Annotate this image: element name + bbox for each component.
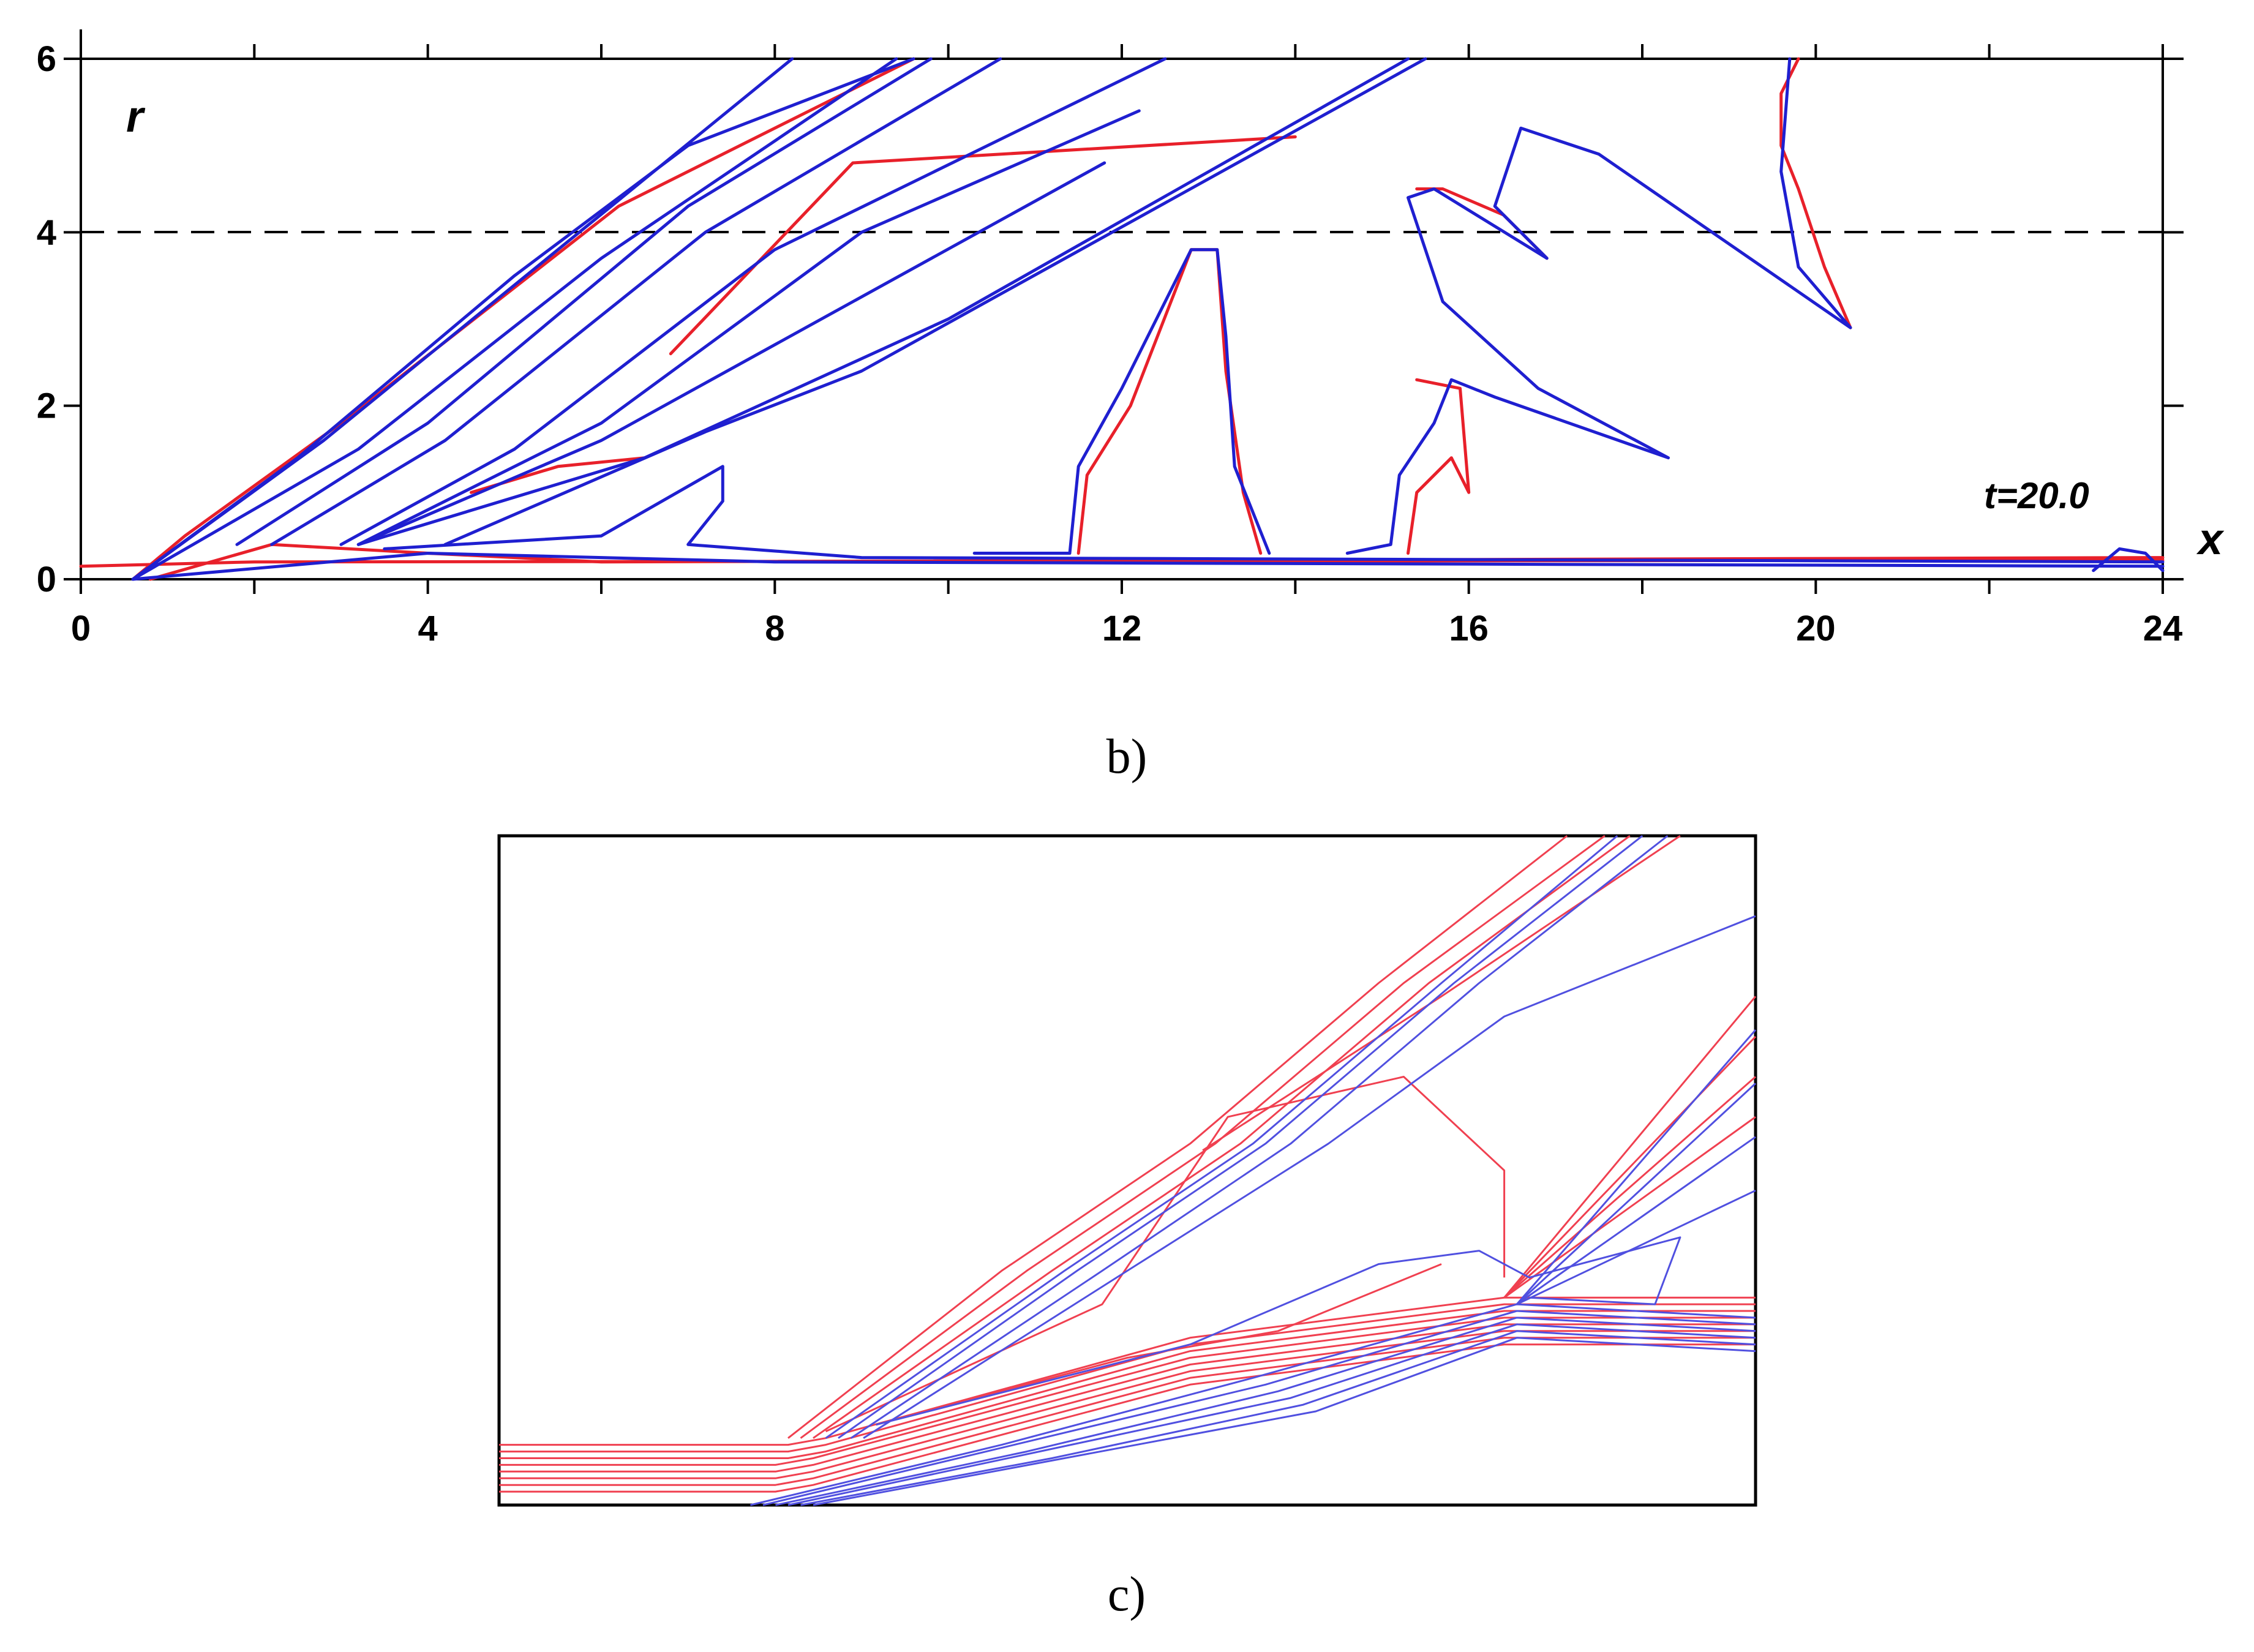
- blue-contour-line: [1516, 1136, 1756, 1305]
- red-contour-line: [499, 1323, 1756, 1473]
- blue-contour-line: [131, 552, 2165, 581]
- y-tick-label: 0: [37, 560, 56, 599]
- blue-contour-line: [838, 835, 1644, 1439]
- red-contour-line: [876, 1263, 1442, 1426]
- panel-c: c): [497, 834, 1757, 1621]
- panel-b-x-ticks: 0 4 8 12 16 20 24: [71, 44, 2182, 648]
- panel-b-plot-frame: [80, 58, 2164, 580]
- red-contour-line: [825, 1076, 1506, 1433]
- panel-c-series: [499, 835, 1757, 1506]
- red-contour-line: [1779, 57, 1852, 329]
- blue-contour-line: [356, 57, 1410, 546]
- blue-contour-line: [787, 1323, 1756, 1506]
- blue-contour-line: [813, 1337, 1756, 1506]
- y-tick-label: 4: [37, 212, 56, 252]
- red-contour-line: [1503, 1035, 1757, 1299]
- panel-c-caption: c): [1108, 1568, 1146, 1621]
- blue-contour-line: [270, 57, 1002, 546]
- x-axis-label: x: [2196, 515, 2225, 564]
- blue-contour-line: [131, 57, 794, 581]
- blue-contour-line: [2092, 547, 2165, 573]
- blue-contour-line: [876, 1236, 1681, 1426]
- panel-b-series: [79, 57, 2165, 581]
- x-tick-label: 12: [1102, 609, 1142, 648]
- blue-contour-line: [443, 57, 1427, 546]
- blue-contour-line: [972, 248, 1271, 555]
- x-tick-label: 16: [1449, 609, 1489, 648]
- panel-b-y-ticks: 0 2 4 6: [37, 39, 2184, 599]
- red-contour-line: [1503, 1076, 1756, 1299]
- red-contour-line: [800, 835, 1606, 1439]
- blue-contour-line: [800, 1330, 1756, 1506]
- red-contour-line: [813, 835, 1631, 1439]
- red-contour-line: [1503, 996, 1757, 1299]
- red-contour-line: [499, 1310, 1756, 1459]
- x-tick-label: 8: [765, 609, 784, 648]
- blue-contour-line: [235, 57, 933, 546]
- blue-contour-line: [1345, 57, 1852, 555]
- blue-contour-line: [1516, 1189, 1756, 1305]
- y-tick-label: 2: [37, 386, 56, 426]
- x-tick-label: 0: [71, 609, 91, 648]
- blue-contour-line: [131, 57, 898, 581]
- x-tick-label: 24: [2143, 609, 2183, 648]
- red-contour-line: [1503, 1116, 1756, 1299]
- blue-contour-line: [762, 1310, 1756, 1506]
- blue-contour-line: [750, 1303, 1756, 1506]
- panel-c-frame: [497, 834, 1757, 1507]
- blue-contour-line: [1516, 1029, 1757, 1305]
- x-tick-label: 20: [1796, 609, 1836, 648]
- red-contour-line: [499, 1316, 1756, 1466]
- red-contour-line: [669, 135, 1297, 356]
- blue-contour-line: [356, 161, 1106, 546]
- red-contour-line: [499, 1330, 1756, 1479]
- blue-contour-line: [383, 465, 2165, 564]
- red-contour-line: [787, 835, 1568, 1439]
- blue-contour-line: [1516, 1083, 1757, 1305]
- blue-contour-line: [339, 57, 1167, 546]
- panel-b-caption: b): [1106, 730, 1148, 784]
- red-contour-line: [499, 1337, 1756, 1486]
- blue-contour-line: [775, 1316, 1756, 1506]
- time-annotation: t=20.0: [1984, 475, 2089, 516]
- red-contour-line: [499, 1303, 1756, 1453]
- blue-contour-line: [863, 915, 1756, 1439]
- red-contour-line: [1407, 378, 1471, 555]
- red-contour-line: [499, 1343, 1756, 1493]
- blue-contour-line: [825, 835, 1618, 1439]
- x-tick-label: 4: [418, 609, 438, 648]
- blue-contour-line: [356, 109, 1141, 546]
- y-tick-label: 6: [37, 39, 56, 79]
- y-axis-label: r: [126, 92, 146, 141]
- blue-contour-line: [850, 835, 1669, 1439]
